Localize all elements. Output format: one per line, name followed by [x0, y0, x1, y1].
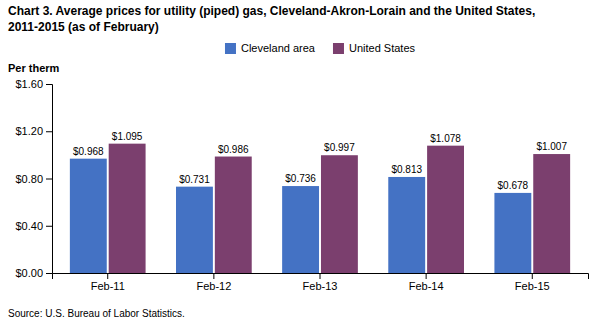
data-label: $0.986	[218, 144, 249, 155]
data-label: $0.997	[324, 142, 355, 153]
legend-item: Cleveland area	[225, 42, 316, 54]
data-label: $1.095	[112, 131, 143, 142]
x-tick-label: Feb-15	[515, 280, 550, 292]
data-labels: $0.968 $0.731 $0.736 $0.813 $0.678 $1.095 $0.9…	[73, 131, 567, 191]
legend: Cleveland area United States	[225, 42, 416, 54]
y-tick-mark	[46, 84, 52, 85]
y-tick-label: $0.40	[15, 220, 43, 232]
y-tick: $1.60	[15, 78, 52, 90]
bar	[427, 146, 464, 273]
legend-swatch	[333, 43, 344, 54]
x-tick: Feb-15	[515, 273, 550, 292]
title: Chart 3. Average prices for utility (pip…	[8, 4, 535, 18]
x-tick: Feb-12	[196, 273, 231, 292]
y-tick-mark	[46, 179, 52, 180]
subtitle: 2011-2015 (as of February)	[8, 20, 159, 34]
y-tick-label: $0.00	[15, 267, 43, 279]
y-tick: $0.40	[15, 220, 52, 232]
bar	[388, 177, 425, 273]
y-tick-label: $0.80	[15, 173, 43, 185]
y-tick-label: $1.20	[15, 125, 43, 137]
x-axis: Feb-11 Feb-12 Feb-13 Feb-14 Feb-15	[53, 273, 589, 292]
y-tick-label: $1.60	[15, 78, 43, 90]
data-label: $1.078	[430, 133, 461, 144]
x-tick-label: Feb-13	[303, 280, 338, 292]
x-axis-line	[53, 274, 589, 280]
bar	[494, 193, 531, 273]
y-tick-mark	[46, 131, 52, 132]
x-tick-mark	[213, 273, 214, 279]
x-tick-mark	[107, 273, 108, 279]
data-label: $0.736	[285, 173, 316, 184]
legend-swatch	[225, 43, 236, 54]
y-tick: $0.80	[15, 173, 52, 185]
x-tick: Feb-11	[91, 273, 125, 292]
x-tick: Feb-13	[303, 273, 338, 292]
chart: Chart 3. Average prices for utility (pip…	[0, 0, 602, 323]
x-tick-mark	[532, 273, 533, 279]
y-axis-title: Per therm	[8, 62, 60, 74]
legend-label: Cleveland area	[241, 42, 316, 54]
y-tick: $1.20	[15, 125, 52, 137]
bar-series	[109, 144, 570, 273]
y-tick-mark	[46, 226, 52, 227]
source: Source: U.S. Bureau of Labor Statistics.	[8, 308, 185, 319]
legend-item: United States	[333, 42, 416, 54]
bar	[176, 187, 213, 273]
bar	[533, 154, 570, 273]
x-tick-mark	[426, 273, 427, 279]
data-label: $1.007	[536, 141, 567, 152]
bar	[321, 155, 358, 273]
y-axis: $0.00 $0.40 $0.80 $1.20 $1.60	[15, 78, 52, 279]
bar	[109, 144, 146, 273]
data-label: $0.678	[498, 180, 529, 191]
x-tick: Feb-14	[409, 273, 444, 292]
data-label: $0.968	[73, 146, 104, 157]
bars	[70, 144, 570, 273]
data-label: $0.731	[179, 174, 210, 185]
data-label: $0.813	[391, 164, 422, 175]
x-tick-label: Feb-14	[409, 280, 444, 292]
y-tick-mark	[46, 273, 52, 274]
x-tick-mark	[320, 273, 321, 279]
y-axis-line	[46, 85, 53, 274]
bar	[282, 186, 319, 273]
bar	[70, 159, 107, 273]
bar	[215, 157, 252, 273]
legend-label: United States	[349, 42, 416, 54]
x-tick-label: Feb-11	[91, 280, 125, 292]
x-tick-label: Feb-12	[196, 280, 231, 292]
y-tick: $0.00	[15, 267, 52, 279]
